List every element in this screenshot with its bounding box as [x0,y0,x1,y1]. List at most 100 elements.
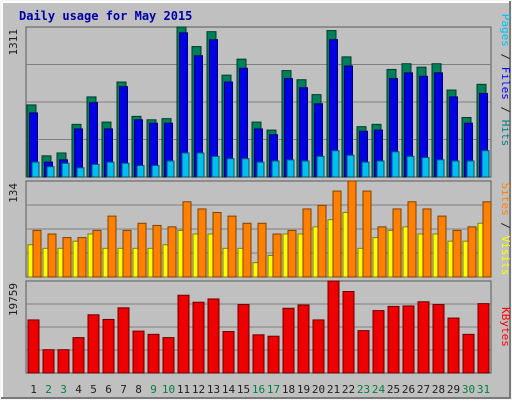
bar-kbytes-day-22 [342,291,355,374]
bar-kbytes-day-15 [237,304,250,374]
bar-pages-day-3 [61,162,70,178]
legend-kbytes: KBytes [499,307,512,347]
bar-pages-day-30 [466,160,475,178]
bar-sites-day-24 [377,226,387,278]
bar-sites-day-13 [212,212,222,278]
bar-kbytes-day-11 [177,294,190,374]
bar-pages-day-8 [136,165,145,178]
bar-sites-day-19 [302,208,312,278]
bar-kbytes-day-19 [297,304,310,374]
bar-kbytes-day-12 [192,301,205,374]
bar-kbytes-day-31 [477,303,490,374]
bar-sites-day-12 [197,208,207,278]
bar-kbytes-day-16 [252,334,265,374]
bar-kbytes-day-18 [282,307,295,374]
bar-sites-day-9 [152,224,162,278]
bar-kbytes-day-7 [117,307,130,374]
bar-kbytes-day-8 [132,330,145,374]
bar-sites-day-20 [317,204,327,278]
bar-kbytes-day-25 [387,305,400,374]
x-tick-label-day-2: 2 [45,383,52,396]
bar-pages-day-28 [436,159,445,178]
bar-kbytes-day-29 [447,317,460,374]
bars-layer [26,26,492,374]
bar-pages-day-24 [376,160,385,178]
x-tick-label-day-20: 20 [312,383,325,396]
x-tick-label-day-17: 17 [267,383,280,396]
bar-sites-day-18 [287,229,297,278]
bar-pages-day-23 [361,161,370,178]
x-tick-label-day-27: 27 [417,383,430,396]
x-tick-label-day-28: 28 [432,383,445,396]
bar-sites-day-30 [467,226,477,278]
bar-pages-day-5 [91,163,100,178]
bar-sites-day-29 [452,229,462,278]
x-tick-label-day-3: 3 [60,383,67,396]
legend-files: Files [499,67,512,100]
bar-sites-day-31 [482,201,492,278]
bar-sites-day-7 [122,229,132,278]
x-tick-label-day-5: 5 [90,383,97,396]
x-tick-label-day-10: 10 [162,383,175,396]
x-tick-label-day-13: 13 [207,383,220,396]
bar-kbytes-day-4 [72,337,85,374]
bar-sites-day-4 [77,237,87,278]
bar-sites-day-5 [92,229,102,278]
x-tick-label-day-18: 18 [282,383,295,396]
legend-hits: Hits [499,120,512,147]
bar-pages-day-25 [391,151,400,178]
bar-sites-day-10 [167,226,177,278]
bar-sites-day-6 [107,215,117,278]
x-tick-label-day-4: 4 [75,383,82,396]
bar-kbytes-day-5 [87,314,100,374]
bar-pages-day-27 [421,157,430,178]
bar-pages-day-1 [31,161,40,178]
x-tick-label-day-1: 1 [30,383,37,396]
bar-kbytes-day-28 [432,304,445,374]
bar-sites-day-26 [407,201,417,278]
bar-pages-day-11 [181,152,190,178]
bar-sites-day-11 [182,201,192,278]
bar-pages-day-4 [76,167,85,178]
bar-sites-day-16 [257,222,267,278]
legend-visits: Visits [499,236,512,276]
x-tick-label-day-8: 8 [135,383,142,396]
bar-pages-day-22 [346,154,355,178]
bar-kbytes-day-3 [57,349,70,374]
bar-sites-day-15 [242,222,252,278]
bar-kbytes-day-17 [267,335,280,374]
bar-sites-day-1 [32,229,42,278]
bar-kbytes-day-10 [162,337,175,374]
bar-sites-day-23 [362,190,372,278]
bar-kbytes-day-21 [327,280,340,374]
x-tick-label-day-11: 11 [177,383,190,396]
x-tick-label-day-25: 25 [387,383,400,396]
x-tick-label-day-15: 15 [237,383,250,396]
bar-sites-day-14 [227,215,237,278]
x-tick-label-day-30: 30 [462,383,475,396]
x-tick-label-day-9: 9 [150,383,157,396]
bar-sites-day-2 [47,233,57,278]
bar-kbytes-day-1 [27,319,40,374]
bar-kbytes-day-2 [42,349,55,374]
bar-pages-day-12 [196,152,205,178]
bar-pages-day-18 [286,159,295,178]
x-tick-label-day-24: 24 [372,383,386,396]
bar-sites-day-28 [437,215,447,278]
bar-sites-day-25 [392,208,402,278]
bar-sites-day-27 [422,208,432,278]
x-tick-label-day-31: 31 [477,383,490,396]
panel-0-ymax-label: 1311 [7,29,20,56]
bar-kbytes-day-14 [222,331,235,374]
legend-pages: Pages [499,14,512,47]
bar-pages-day-15 [241,158,250,178]
bar-pages-day-29 [451,160,460,178]
x-tick-label-day-16: 16 [252,383,265,396]
bar-sites-day-8 [137,222,147,278]
legend-sites-visits: Sites / Visits [499,183,512,276]
bar-kbytes-day-27 [417,301,430,374]
bar-pages-day-16 [256,161,265,178]
panel-2-ymax-label: 19759 [7,283,20,316]
